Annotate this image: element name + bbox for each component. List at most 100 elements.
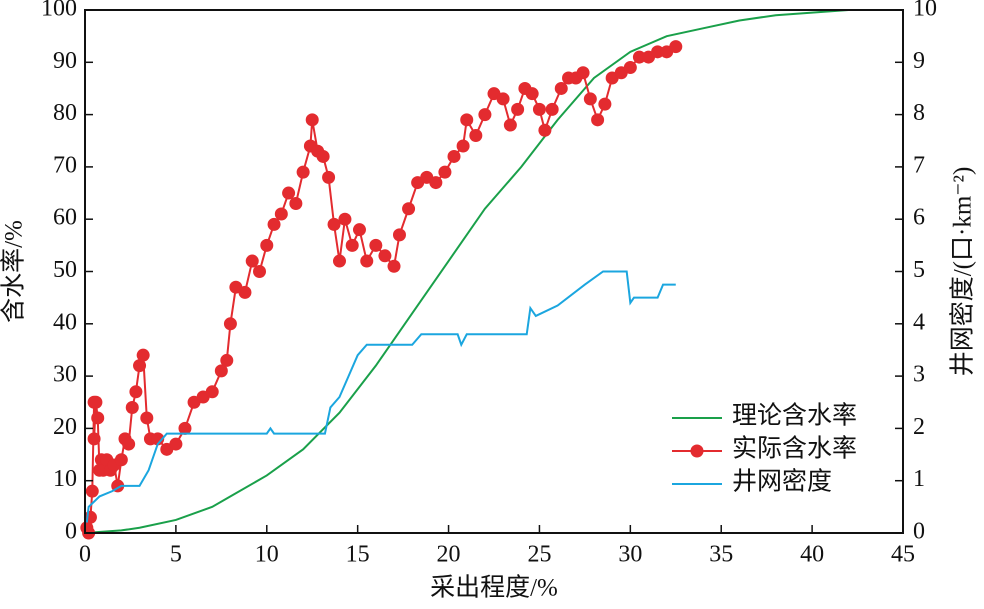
y-tick-label: 10 — [53, 466, 77, 492]
data-point — [253, 265, 267, 278]
data-point — [598, 97, 612, 111]
data-point — [532, 102, 546, 116]
data-point — [151, 432, 165, 446]
legend-marker — [690, 444, 704, 458]
data-point — [469, 129, 483, 143]
data-point — [122, 437, 136, 451]
y-tick-label: 60 — [53, 205, 77, 231]
data-point — [305, 113, 319, 127]
x-tick-label: 40 — [800, 542, 824, 568]
legend-label: 实际含水率 — [732, 435, 857, 463]
data-point — [114, 453, 128, 467]
data-point — [260, 238, 274, 252]
data-point — [525, 87, 539, 101]
data-point — [238, 285, 252, 299]
data-point — [369, 238, 383, 252]
x-axis-label: 采出程度/% — [430, 574, 558, 602]
y2-tick-label: 1 — [913, 466, 925, 492]
data-point — [387, 259, 401, 273]
series-line — [85, 270, 676, 523]
data-point — [360, 254, 374, 268]
data-point — [332, 254, 346, 268]
data-point — [456, 139, 470, 153]
y-tick-label: 100 — [41, 0, 77, 22]
data-point — [632, 50, 646, 64]
x-tick-label: 30 — [618, 542, 642, 568]
data-point — [316, 149, 330, 163]
x-tick-label: 20 — [437, 542, 461, 568]
data-point — [282, 186, 296, 200]
data-point — [205, 385, 219, 399]
data-point — [576, 66, 590, 80]
data-point — [87, 432, 101, 446]
y2-tick-label: 0 — [913, 519, 925, 545]
data-point — [91, 411, 105, 425]
y2-tick-label: 6 — [913, 205, 925, 231]
data-point — [447, 149, 461, 163]
data-point — [554, 81, 568, 95]
data-point — [125, 400, 139, 414]
y-axis-label: 含水率/% — [0, 220, 28, 323]
data-point — [133, 359, 147, 373]
y2-tick-label: 4 — [913, 309, 925, 335]
data-point — [274, 207, 288, 221]
y-tick-label: 40 — [53, 309, 77, 335]
data-point — [245, 254, 259, 268]
data-point — [296, 165, 310, 179]
data-point — [496, 92, 510, 106]
legend-label: 理论含水率 — [732, 402, 857, 430]
data-point — [583, 92, 597, 106]
data-point — [327, 217, 341, 231]
data-point — [223, 317, 237, 331]
y-tick-label: 50 — [53, 257, 77, 283]
y2-tick-label: 9 — [913, 48, 925, 74]
data-point — [85, 484, 99, 498]
y-tick-label: 90 — [53, 48, 77, 74]
data-point — [429, 176, 443, 190]
data-point — [378, 249, 392, 263]
data-point — [651, 45, 665, 59]
y-tick-label: 0 — [65, 519, 77, 545]
y2-tick-label: 10 — [913, 0, 937, 22]
data-point — [338, 212, 352, 226]
y2-tick-label: 5 — [913, 257, 925, 283]
data-point — [140, 411, 154, 425]
data-point — [289, 197, 303, 211]
data-point — [267, 217, 281, 231]
data-point — [392, 228, 406, 242]
data-point — [503, 118, 517, 132]
data-point — [178, 421, 192, 435]
y2-tick-label: 7 — [913, 152, 925, 178]
data-point — [669, 40, 683, 54]
x-tick-label: 15 — [346, 542, 370, 568]
data-point — [89, 395, 103, 409]
x-tick-label: 35 — [709, 542, 733, 568]
data-point — [220, 353, 234, 367]
data-point — [129, 385, 143, 399]
y2-tick-label: 3 — [913, 362, 925, 388]
data-point — [438, 165, 452, 179]
data-point — [345, 238, 359, 252]
series-line — [84, 9, 903, 534]
x-tick-label: 0 — [79, 542, 91, 568]
data-point — [322, 170, 336, 184]
x-tick-label: 45 — [891, 542, 915, 568]
y-tick-label: 80 — [53, 100, 77, 126]
data-point — [214, 364, 228, 378]
y2-tick-label: 8 — [913, 100, 925, 126]
data-point — [511, 102, 525, 116]
data-point — [136, 348, 150, 362]
x-tick-label: 25 — [527, 542, 551, 568]
y-tick-label: 30 — [53, 362, 77, 388]
data-point — [538, 123, 552, 137]
series-line — [85, 45, 677, 534]
data-point — [591, 113, 605, 127]
y-tick-label: 70 — [53, 152, 77, 178]
data-point — [169, 437, 183, 451]
data-point — [402, 202, 416, 216]
data-point — [460, 113, 474, 127]
y2-tick-label: 2 — [913, 414, 925, 440]
x-tick-label: 10 — [255, 542, 279, 568]
